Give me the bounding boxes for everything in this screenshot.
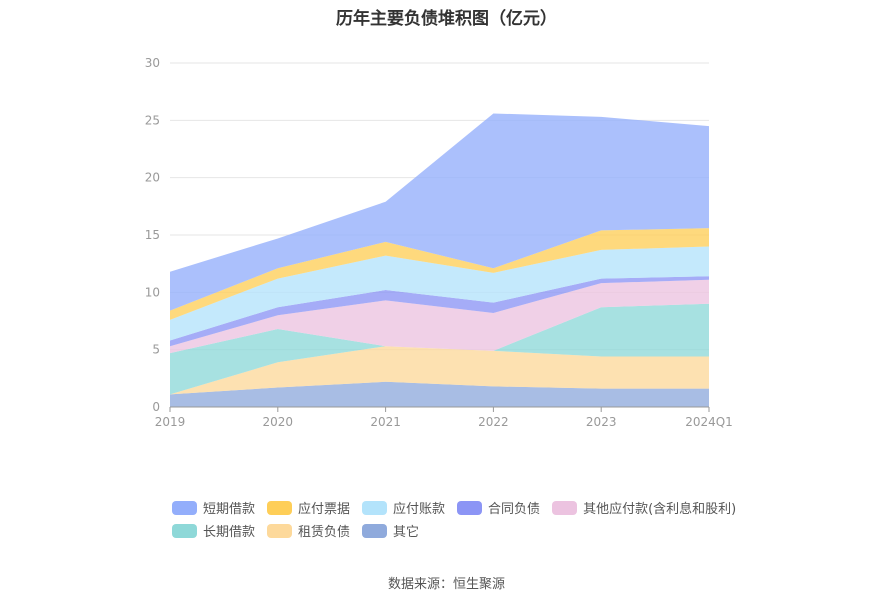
y-tick-label: 20 <box>145 171 160 185</box>
x-tick-label: 2019 <box>155 415 186 429</box>
area-series-7[interactable] <box>170 113 709 311</box>
legend-swatch <box>552 500 578 515</box>
x-tick-label: 2024Q1 <box>685 415 733 429</box>
area-series-1[interactable] <box>170 346 709 395</box>
area-series-5[interactable] <box>170 246 709 341</box>
legend-swatch <box>267 523 293 538</box>
legend-swatch <box>362 500 388 515</box>
legend-label: 应付票据 <box>298 502 351 517</box>
legend-item[interactable]: 长期借款 <box>172 521 255 540</box>
area-series-4[interactable] <box>170 276 709 347</box>
area-series <box>170 113 709 407</box>
legend-label: 短期借款 <box>203 502 256 517</box>
legend-label: 合同负债 <box>488 502 541 517</box>
legend-item[interactable]: 合同负债 <box>457 498 540 517</box>
x-tick-label: 2022 <box>478 415 509 429</box>
area-series-3[interactable] <box>170 279 709 354</box>
legend-swatch <box>457 500 483 515</box>
x-tick-label: 2021 <box>370 415 401 429</box>
legend-label: 应付账款 <box>393 502 446 517</box>
area-series-0[interactable] <box>170 381 709 407</box>
legend-row-2: 长期借款 租赁负债 其它 <box>172 519 772 542</box>
legend-swatch <box>267 500 293 515</box>
y-tick-label: 5 <box>152 343 160 357</box>
axes: 0 5 10 15 20 25 30 2019 2020 2021 2022 2023 2024Q1 <box>145 56 733 429</box>
legend-item[interactable]: 其他应付款(含利息和股利) <box>552 498 736 517</box>
legend-label: 长期借款 <box>203 525 256 540</box>
source-note: 数据来源：恒生聚源 <box>387 577 505 592</box>
x-tick-label: 2023 <box>586 415 617 429</box>
area-series-6[interactable] <box>170 228 709 320</box>
y-tick-label: 30 <box>145 56 160 70</box>
legend-swatch <box>172 500 197 515</box>
legend-item[interactable]: 应付账款 <box>362 498 445 517</box>
legend-label: 租赁负债 <box>298 525 351 540</box>
y-tick-label: 10 <box>145 285 160 299</box>
legend-label: 其它 <box>393 525 420 540</box>
legend-item[interactable]: 短期借款 <box>172 498 255 517</box>
legend-row-1: 短期借款 应付票据 应付账款 合同负债 其他应付款(含利息和股利) <box>172 496 772 519</box>
legend-item[interactable]: 租赁负债 <box>267 521 350 540</box>
x-tick-label: 2020 <box>263 415 294 429</box>
legend-swatch <box>362 523 388 538</box>
legend: 短期借款 应付票据 应付账款 合同负债 其他应付款(含利息和股利) 长期借款 租赁负债 其它 <box>172 496 772 542</box>
y-tick-label: 25 <box>145 113 160 127</box>
chart-title: 历年主要负债堆积图（亿元） <box>336 9 557 29</box>
legend-item[interactable]: 其它 <box>362 521 419 540</box>
y-tick-label: 15 <box>145 228 160 242</box>
area-series-2[interactable] <box>170 303 709 395</box>
y-tick-label: 0 <box>152 400 160 414</box>
legend-label: 其他应付款(含利息和股利) <box>583 502 737 517</box>
legend-swatch <box>172 523 197 538</box>
legend-item[interactable]: 应付票据 <box>267 498 350 517</box>
